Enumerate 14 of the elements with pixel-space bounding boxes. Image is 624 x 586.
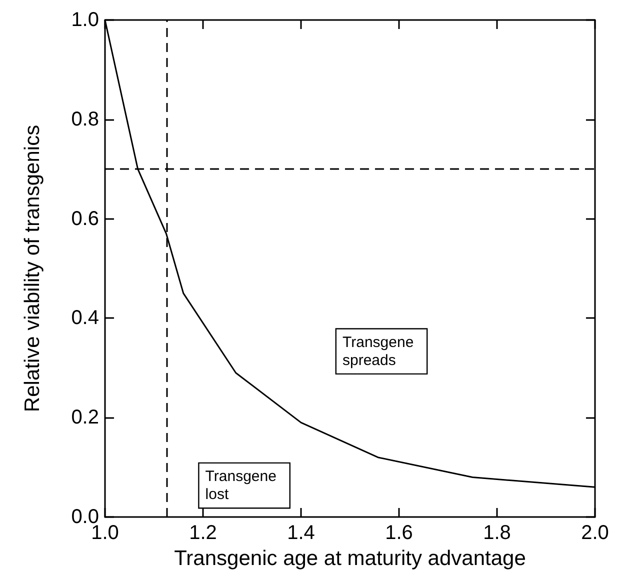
y-axis-title: Relative viability of transgenics: [21, 124, 44, 412]
x-tick-label: 2.0: [581, 522, 609, 544]
y-tick-label: 0.8: [71, 108, 99, 130]
y-tick-label: 0.4: [71, 307, 99, 330]
y-tick-label: 0.6: [71, 208, 99, 230]
x-tick-label: 1.2: [189, 522, 217, 544]
y-tick-label: 0.2: [71, 406, 99, 429]
x-tick-label: 1.6: [385, 522, 413, 544]
annotation: Transgene spreads: [342, 334, 418, 369]
x-axis-title: Transgenic age at maturity advantage: [174, 546, 526, 570]
x-tick-label: 1.8: [483, 522, 511, 544]
y-tick-label: 1.0: [71, 9, 99, 31]
x-tick-label: 1.4: [287, 522, 315, 544]
annotation: Transgene lost: [205, 468, 281, 504]
